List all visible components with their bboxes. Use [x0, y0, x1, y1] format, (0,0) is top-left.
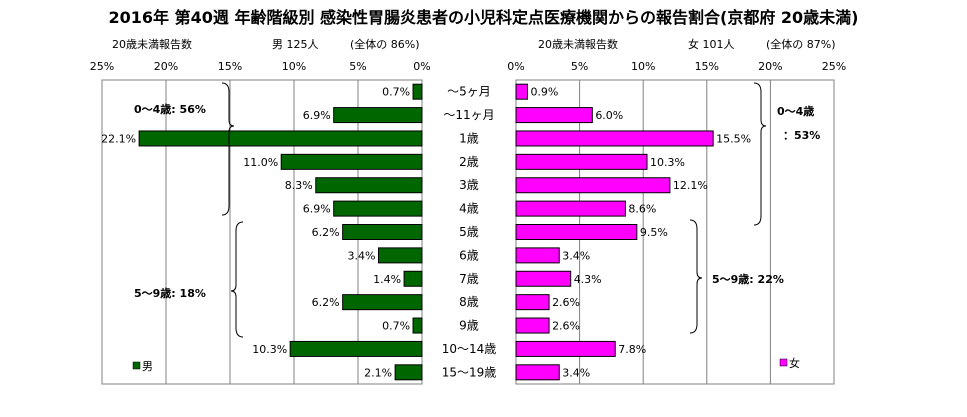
- male-bar: [412, 317, 423, 334]
- male-bar: [315, 177, 423, 194]
- female-value-label: 3.4%: [562, 366, 590, 379]
- male-bar: [342, 224, 423, 240]
- male-bar: [333, 107, 423, 124]
- male-group-brackets: [221, 82, 244, 338]
- category-label: 1歳: [459, 131, 479, 145]
- female-count-caption: 20歳未満報告数: [538, 38, 618, 51]
- male-value-label: 3.4%: [348, 249, 376, 262]
- female-x-tick: 10%: [631, 60, 655, 73]
- male-legend-swatch: [132, 361, 141, 370]
- female-bar: [515, 83, 528, 100]
- category-label: 2歳: [459, 155, 479, 169]
- female-bar: [515, 270, 572, 287]
- female-bar: [515, 247, 560, 264]
- male-value-label: 6.2%: [312, 226, 340, 239]
- category-label: 15～19歳: [442, 365, 497, 379]
- male-value-label: 6.9%: [303, 109, 331, 122]
- male-value-label: 6.2%: [312, 296, 340, 309]
- category-label: 9歳: [459, 319, 479, 333]
- female-value-label: 4.3%: [574, 273, 602, 286]
- male-count-label: 男 125人: [272, 38, 319, 51]
- male-bar: [289, 340, 423, 357]
- category-label: 5歳: [459, 225, 479, 239]
- male-value-label: 0.7%: [382, 320, 410, 333]
- female-value-label: 10.3%: [650, 156, 685, 169]
- male-bar: [377, 247, 423, 264]
- chart-title: 2016年 第40週 年齢階級別 感染性胃腸炎患者の小児科定点医療機関からの報告…: [108, 8, 859, 27]
- female-bar: [515, 130, 714, 147]
- female-value-label: 2.6%: [552, 320, 580, 333]
- category-label: ～11ヶ月: [443, 108, 494, 122]
- category-label: 6歳: [459, 248, 479, 262]
- female-bar: [515, 364, 560, 381]
- female-value-label: 3.4%: [562, 249, 590, 262]
- male-value-label: 11.0%: [243, 156, 278, 169]
- female-value-label: 2.6%: [552, 296, 580, 309]
- category-label: 7歳: [459, 272, 479, 286]
- category-label: 4歳: [459, 202, 479, 216]
- female-value-label: 8.6%: [628, 203, 656, 216]
- male-group-label-0-4: 0～4歳: 56%: [134, 102, 206, 116]
- female-x-tick: 25%: [822, 60, 846, 73]
- male-value-label: 22.1%: [101, 132, 136, 145]
- male-count-caption: 20歳未満報告数: [112, 38, 192, 51]
- male-value-label: 8.3%: [285, 179, 313, 192]
- female-legend-label: 女: [789, 356, 800, 370]
- male-x-tick: 25%: [90, 60, 114, 73]
- category-label: 8歳: [459, 295, 479, 309]
- female-value-label: 9.5%: [640, 226, 668, 239]
- female-bar: [515, 153, 648, 170]
- male-legend-label: 男: [142, 360, 153, 373]
- female-value-label: 15.5%: [716, 132, 751, 145]
- female-bar: [515, 177, 671, 194]
- female-x-tick: 5%: [571, 60, 588, 73]
- male-x-tick: 15%: [218, 60, 242, 73]
- male-bar: [412, 83, 423, 100]
- category-label: ～5ヶ月: [447, 85, 491, 99]
- male-bar: [138, 130, 423, 147]
- female-value-label: 6.0%: [595, 109, 623, 122]
- male-bar: [333, 200, 423, 217]
- male-value-label: 6.9%: [303, 203, 331, 216]
- male-share: (全体の 86%): [350, 38, 420, 51]
- female-value-label: 12.1%: [673, 179, 708, 192]
- female-x-tick: 20%: [758, 60, 782, 73]
- female-count-label: 女 101人: [688, 38, 735, 51]
- male-bar: [394, 364, 423, 381]
- male-bar: [342, 294, 423, 311]
- female-group-label-0-4-share: ：53%: [783, 129, 820, 142]
- female-bar: [515, 224, 638, 240]
- female-value-label: 0.9%: [530, 86, 558, 99]
- female-bar: [515, 294, 550, 311]
- female-bar: [515, 317, 550, 334]
- female-legend-swatch: [779, 358, 788, 367]
- male-value-label: 1.4%: [373, 273, 401, 286]
- female-bar: [515, 340, 616, 357]
- male-x-tick: 10%: [282, 60, 306, 73]
- female-bar: [515, 107, 593, 124]
- male-value-label: 2.1%: [364, 366, 392, 379]
- male-value-label: 0.7%: [382, 86, 410, 99]
- female-x-tick: 0%: [507, 60, 524, 73]
- female-group-brackets: [689, 82, 767, 334]
- category-label: 3歳: [459, 178, 479, 192]
- male-x-tick: 20%: [154, 60, 178, 73]
- female-group-label-0-4: 0～4歳: [777, 104, 814, 118]
- male-bar: [403, 270, 423, 287]
- male-x-tick: 5%: [349, 60, 366, 73]
- female-bar: [515, 200, 626, 217]
- male-x-tick: 0%: [413, 60, 430, 73]
- female-x-tick: 15%: [695, 60, 719, 73]
- female-share: (全体の 87%): [766, 38, 836, 51]
- female-group-label-5-9: 5～9歳: 22%: [712, 272, 784, 286]
- male-group-label-5-9: 5～9歳: 18%: [134, 286, 206, 300]
- male-value-label: 10.3%: [252, 343, 287, 356]
- female-value-label: 7.8%: [618, 343, 646, 356]
- category-label: 10～14歳: [442, 342, 497, 356]
- male-bar: [280, 153, 423, 170]
